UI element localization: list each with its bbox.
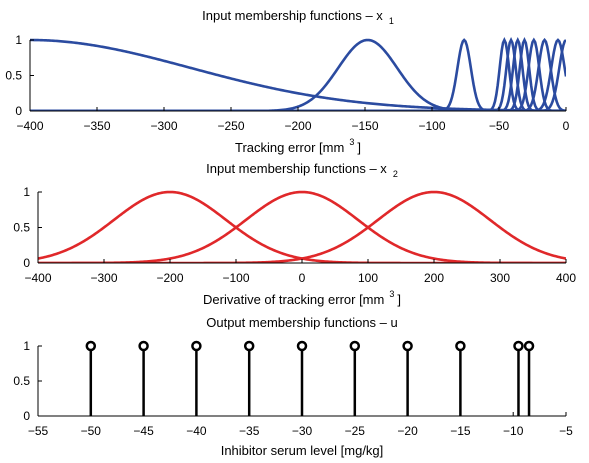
stem-marker-9 xyxy=(513,340,524,352)
x-tick-label: −250 xyxy=(217,119,244,133)
x-tick-label: −100 xyxy=(418,119,445,133)
y-tick-label: 1 xyxy=(23,339,30,353)
stem-marker-2 xyxy=(138,340,149,352)
series-line-8 xyxy=(30,37,566,111)
x-tick-label: −55 xyxy=(28,424,49,438)
x-tick-label: 300 xyxy=(490,271,510,285)
series-line-4 xyxy=(30,36,566,111)
series-line-10 xyxy=(30,38,566,111)
x-tick-label: −400 xyxy=(24,271,51,285)
x-axis-label: Inhibitor serum level [mg/kg] xyxy=(221,443,384,458)
stem-marker-8 xyxy=(455,340,466,352)
x-axis-label-superscript: 3 xyxy=(389,289,394,299)
chart-panel-1: Input membership functions – x 1 −400 −350 −… xyxy=(5,8,569,155)
x-tick-label: −200 xyxy=(156,271,183,285)
x-tick-label: −10 xyxy=(503,424,524,438)
y-tick-label: 0 xyxy=(23,409,30,423)
x-tick-label: −100 xyxy=(222,271,249,285)
series-line-1 xyxy=(30,38,566,111)
x-tick-label: −45 xyxy=(133,424,154,438)
y-tick-label: 0 xyxy=(23,256,30,270)
chart-panel-3: Output membership functions – u−55 −50 −45… xyxy=(13,315,573,458)
stem-marker-1 xyxy=(85,340,97,352)
x-axis-label-tail: ] xyxy=(357,140,361,155)
x-tick-label: −20 xyxy=(397,424,418,438)
x-tick-label: −150 xyxy=(351,119,378,133)
y-tick-label: 0.5 xyxy=(13,374,30,388)
stem-marker-7 xyxy=(402,340,413,352)
x-tick-label: −15 xyxy=(450,424,471,438)
x-tick-label: −5 xyxy=(559,424,573,438)
x-tick-label: 0 xyxy=(299,271,306,285)
chart-title-subscript: 2 xyxy=(393,169,398,179)
x-tick-label: −300 xyxy=(90,271,117,285)
x-tick-label: −35 xyxy=(239,424,260,438)
x-tick-label: 200 xyxy=(424,271,444,285)
x-tick-label: −30 xyxy=(292,424,313,438)
stem-marker-6 xyxy=(349,340,361,352)
series-line-1 xyxy=(38,190,566,263)
x-tick-label: 0 xyxy=(563,119,570,133)
series-line-5 xyxy=(30,36,566,111)
x-tick-label: −40 xyxy=(186,424,207,438)
chart-title: Output membership functions – u xyxy=(206,315,398,330)
stem-marker-3 xyxy=(191,340,202,352)
series-line-9 xyxy=(30,37,566,111)
x-axis-label: Tracking error [mm 3] xyxy=(235,137,361,155)
x-tick-label: −50 xyxy=(81,424,102,438)
series-line-2 xyxy=(38,190,566,263)
x-tick-label: 400 xyxy=(556,271,576,285)
x-tick-label: −350 xyxy=(83,119,110,133)
y-tick-label: 1 xyxy=(15,33,22,47)
x-tick-label: −200 xyxy=(284,119,311,133)
chart-panel-2: Input membership functions – x 2 −400 −300 −… xyxy=(13,161,576,307)
plot-area xyxy=(30,36,566,111)
plot-area xyxy=(38,190,566,263)
x-tick-label: −25 xyxy=(345,424,366,438)
series-line-3 xyxy=(38,190,566,263)
x-tick-label: −400 xyxy=(16,119,43,133)
y-tick-label: 0.5 xyxy=(13,221,30,235)
stem-marker-4 xyxy=(243,340,255,352)
chart-title-subscript: 1 xyxy=(389,16,394,26)
series-line-2 xyxy=(30,38,566,111)
stem-marker-10 xyxy=(523,340,535,352)
x-tick-label: −50 xyxy=(489,119,510,133)
x-axis-label-tail: ] xyxy=(397,292,401,307)
series-line-7 xyxy=(30,36,566,111)
x-axis-label-superscript: 3 xyxy=(349,137,354,147)
y-tick-label: 0 xyxy=(15,104,22,118)
y-tick-label: 1 xyxy=(23,185,30,199)
series-line-11 xyxy=(30,39,566,111)
x-axis-label: Derivative of tracking error [mm 3] xyxy=(203,289,401,307)
y-tick-label: 0.5 xyxy=(5,69,22,83)
x-tick-label: −300 xyxy=(150,119,177,133)
series-line-3 xyxy=(30,38,566,111)
series-line-6 xyxy=(30,36,566,111)
x-tick-label: 100 xyxy=(358,271,378,285)
stem-marker-5 xyxy=(296,340,308,352)
